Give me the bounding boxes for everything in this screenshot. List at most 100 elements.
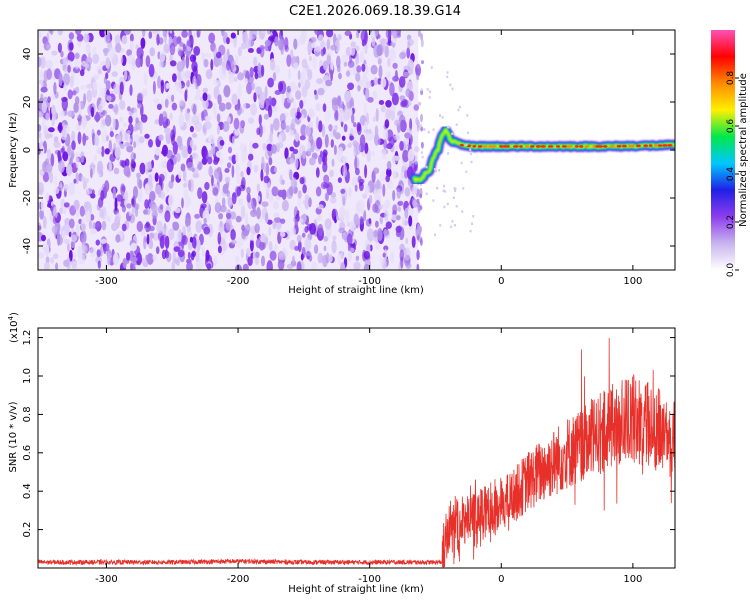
ridge-peak — [616, 144, 622, 148]
noise-blob — [119, 116, 124, 123]
noise-blob — [350, 41, 356, 49]
noise-blob — [145, 221, 150, 228]
noise-blob — [155, 184, 162, 195]
snr-panel: -300 -200 -100 0 100 0.2 0.4 0.6 0.8 1.0 1.2 Heigh… — [7, 312, 676, 595]
noise-blob — [157, 75, 161, 89]
noise-blob — [148, 31, 153, 39]
spectrogram-ytick-label: -40 — [22, 238, 33, 254]
snr-ytick-label: 0.4 — [22, 483, 33, 499]
noise-blob — [173, 156, 178, 165]
noise-blob — [106, 135, 109, 142]
noise-blob — [100, 98, 106, 107]
noise-blob — [399, 140, 404, 151]
noise-blob — [286, 263, 294, 270]
noise-blob — [338, 210, 345, 221]
noise-blob — [203, 226, 211, 235]
noise-blob — [115, 134, 122, 144]
noise-blob — [170, 174, 175, 183]
noise-blob — [414, 154, 418, 165]
noise-blob — [151, 159, 154, 169]
noise-blob — [364, 164, 368, 179]
noise-blob — [90, 106, 95, 118]
noise-blob — [54, 175, 58, 187]
noise-blob — [304, 198, 309, 210]
noise-blob — [53, 187, 60, 195]
noise-blob — [383, 128, 389, 142]
noise-blob — [201, 52, 205, 61]
noise-blob — [196, 31, 200, 38]
ridge-peak — [519, 145, 523, 148]
noise-blob — [379, 216, 383, 223]
noise-blob — [71, 140, 76, 151]
noise-blob — [221, 197, 226, 207]
noise-blob — [251, 82, 255, 91]
noise-blob — [145, 162, 149, 175]
noise-blob — [172, 221, 180, 231]
noise-blob — [411, 186, 417, 195]
noise-blob — [333, 144, 337, 156]
noise-blob — [44, 244, 50, 257]
noise-speck — [465, 143, 468, 146]
noise-blob — [92, 53, 100, 64]
noise-blob — [318, 34, 324, 43]
colorbar-ticks: 0.0 0.2 0.4 0.6 0.8 — [726, 71, 739, 278]
noise-edge-blob — [420, 126, 424, 132]
noise-blob — [126, 49, 132, 57]
noise-blob — [231, 135, 235, 145]
noise-blob — [343, 107, 351, 121]
colorbar-tick-label: 0.6 — [726, 119, 736, 134]
noise-edge-blob — [417, 206, 421, 214]
noise-blob — [226, 37, 230, 45]
noise-blob — [216, 113, 221, 123]
noise-blob — [63, 238, 70, 244]
noise-blob — [218, 222, 225, 233]
noise-blob — [243, 144, 247, 155]
noise-blob — [130, 263, 136, 270]
ridge-peak — [662, 144, 668, 147]
noise-blob — [378, 65, 383, 79]
noise-blob — [216, 51, 222, 59]
noise-blob — [305, 251, 312, 257]
noise-blob — [257, 62, 261, 73]
noise-blob — [227, 146, 233, 154]
noise-blob — [175, 79, 182, 92]
noise-blob — [376, 188, 382, 194]
noise-blob — [364, 184, 370, 195]
noise-blob — [160, 79, 165, 87]
noise-blob — [210, 59, 214, 71]
noise-blob — [186, 261, 193, 270]
noise-blob — [413, 104, 420, 111]
noise-blob — [159, 235, 165, 249]
noise-blob — [59, 207, 64, 214]
spectrogram-xtick-label: 0 — [498, 276, 504, 287]
noise-blob — [388, 136, 395, 147]
noise-blob — [180, 163, 186, 172]
noise-blob — [372, 90, 378, 100]
noise-blob — [124, 141, 131, 147]
noise-blob — [222, 121, 230, 132]
noise-speck — [423, 128, 426, 131]
noise-blob — [75, 30, 82, 36]
noise-blob — [377, 227, 383, 242]
noise-blob — [174, 207, 181, 214]
noise-blob — [40, 86, 48, 93]
noise-blob — [281, 199, 289, 212]
noise-blob — [299, 99, 304, 109]
noise-blob — [82, 244, 86, 252]
colorbar-tick-label: 0.0 — [726, 263, 736, 278]
noise-blob — [114, 147, 121, 159]
colorbar: 0.0 0.2 0.4 0.6 0.8 Normalized spectral ampl… — [711, 30, 749, 277]
noise-blob — [326, 53, 331, 67]
noise-blob — [127, 54, 135, 65]
ridge-peak — [578, 145, 584, 148]
noise-blob — [223, 53, 229, 62]
noise-blob — [399, 95, 406, 101]
noise-edge-blob — [416, 63, 420, 69]
noise-speck — [447, 125, 449, 129]
noise-blob — [141, 88, 148, 97]
colorbar-tick-label: 0.2 — [726, 215, 736, 229]
noise-blob — [373, 167, 380, 174]
noise-blob — [235, 55, 239, 65]
noise-blob — [247, 74, 254, 85]
